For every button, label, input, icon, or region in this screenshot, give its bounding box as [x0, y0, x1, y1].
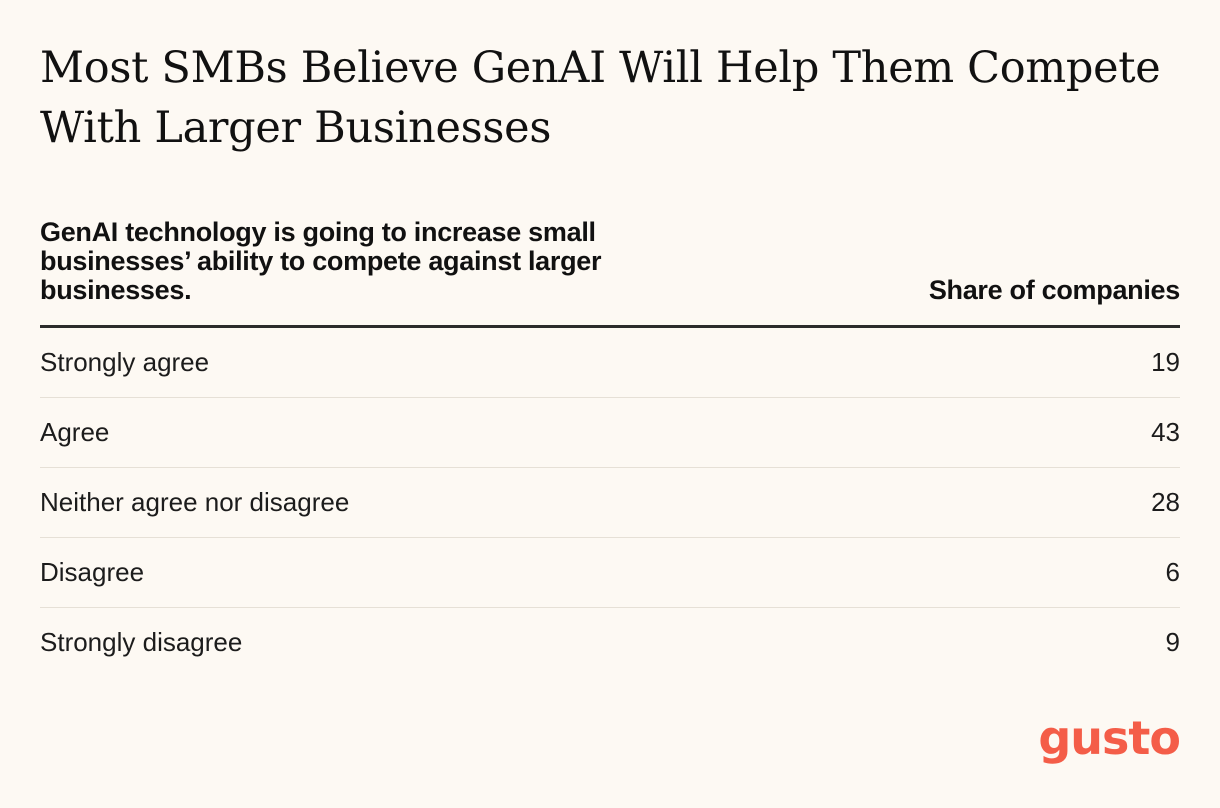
row-label: Strongly agree — [40, 347, 210, 377]
table-row: Agree 43 — [40, 398, 1180, 468]
row-value: 28 — [1151, 487, 1180, 517]
survey-question-header: GenAI technology is going to increase sm… — [40, 217, 602, 305]
row-label: Disagree — [40, 557, 145, 587]
row-value: 6 — [1165, 557, 1180, 587]
table-header: GenAI technology is going to increase sm… — [40, 218, 1180, 328]
table-row: Strongly agree 19 — [40, 328, 1180, 398]
table-row: Strongly disagree 9 — [40, 608, 1180, 677]
row-label: Neither agree nor disagree — [40, 487, 350, 517]
row-value: 43 — [1151, 417, 1180, 447]
row-value: 9 — [1165, 627, 1180, 657]
row-label: Agree — [40, 417, 110, 447]
row-value: 19 — [1151, 347, 1180, 377]
header-divider — [40, 325, 1180, 328]
table-row: Neither agree nor disagree 28 — [40, 468, 1180, 538]
row-label: Strongly disagree — [40, 627, 243, 657]
table-row: Disagree 6 — [40, 538, 1180, 608]
chart-title: Most SMBs Believe GenAI Will Help Them C… — [40, 43, 1161, 153]
table-body: Strongly agree 19 Agree 43 Neither agree nor… — [40, 328, 1180, 677]
share-column-header: Share of companies — [928, 275, 1180, 305]
gusto-logo: gusto — [1038, 711, 1181, 765]
